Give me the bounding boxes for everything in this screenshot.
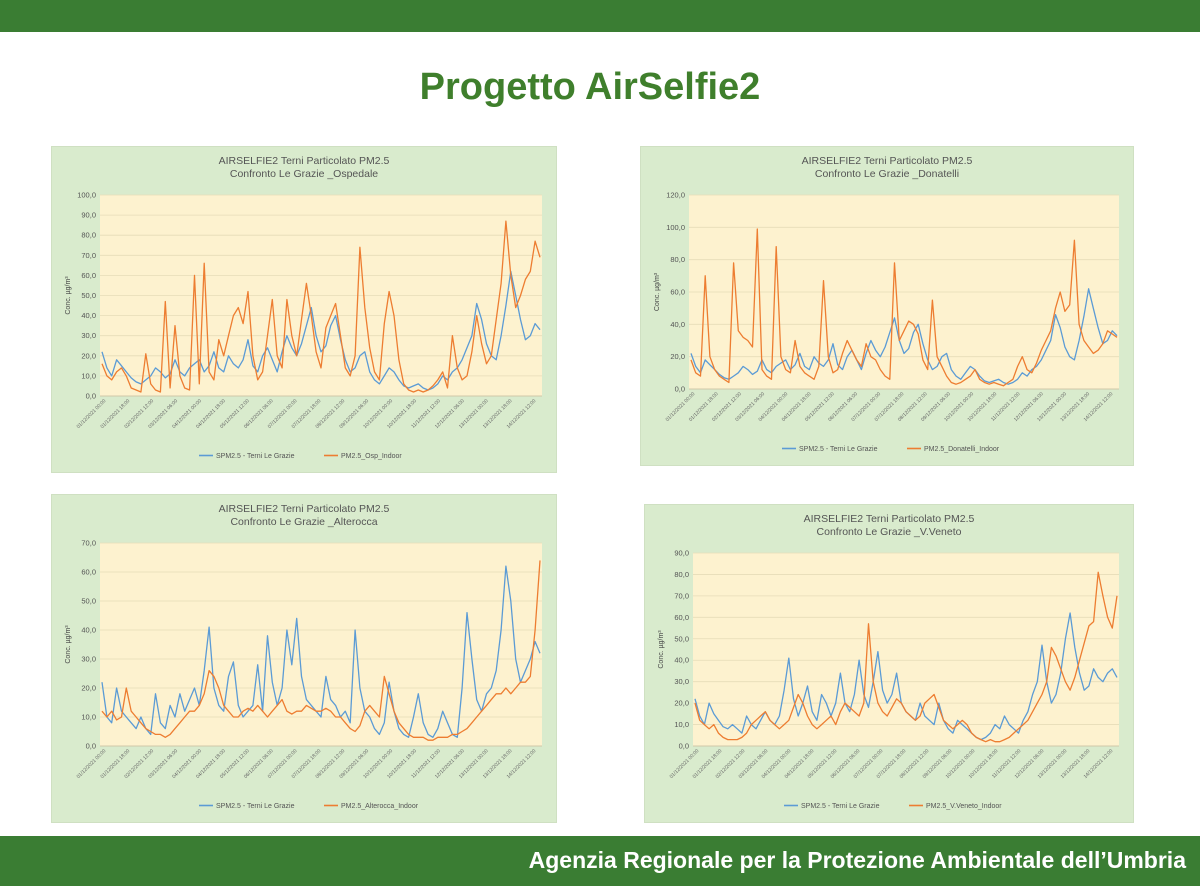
chart-vveneto: AIRSELFIE2 Terni Particolato PM2.5Confro…	[658, 513, 1119, 810]
legend-entry: PM2.5_V.Veneto_Indoor	[926, 803, 1002, 810]
legend-entry: SPM2.5 - Terni Le Grazie	[216, 453, 295, 460]
footer-agency-name: Agenzia Regionale per la Protezione Ambi…	[528, 847, 1186, 873]
chart-title-line: Confronto Le Grazie _Alterocca	[230, 516, 377, 528]
y-tick-label: 0,0	[679, 742, 689, 751]
y-tick-label: 80,0	[81, 231, 96, 240]
series-line-1	[101, 560, 541, 741]
y-tick-label: 80,0	[670, 255, 685, 264]
y-tick-label: 0,0	[675, 385, 685, 394]
y-tick-label: 90,0	[674, 549, 689, 558]
top-banner	[0, 0, 1200, 32]
chart-alterocca: AIRSELFIE2 Terni Particolato PM2.5Confro…	[65, 503, 542, 810]
y-tick-label: 70,0	[81, 539, 96, 548]
legend-entry: PM2.5_Osp_Indoor	[341, 453, 402, 460]
chart-title-line: Confronto Le Grazie _Ospedale	[230, 168, 378, 180]
y-tick-label: 40,0	[81, 626, 96, 635]
y-tick-label: 20,0	[81, 684, 96, 693]
y-tick-label: 60,0	[81, 568, 96, 577]
series-line-0	[101, 270, 541, 391]
legend-entry: SPM2.5 - Terni Le Grazie	[216, 803, 295, 810]
y-tick-label: 20,0	[81, 351, 96, 360]
chart-donatelli: AIRSELFIE2 Terni Particolato PM2.5Confro…	[654, 155, 1119, 453]
y-tick-label: 50,0	[674, 634, 689, 643]
y-tick-label: 80,0	[674, 570, 689, 579]
y-tick-label: 20,0	[670, 352, 685, 361]
chart-title-line: AIRSELFIE2 Terni Particolato PM2.5	[219, 155, 390, 167]
y-tick-label: 100,0	[666, 223, 685, 232]
chart-title-line: Confronto Le Grazie _V.Veneto	[817, 526, 962, 538]
y-tick-label: 30,0	[674, 677, 689, 686]
legend-entry: PM2.5_Donatelli_Indoor	[924, 446, 1000, 453]
legend-entry: SPM2.5 - Terni Le Grazie	[801, 803, 880, 810]
y-tick-label: 40,0	[674, 656, 689, 665]
chart-panel-donatelli: AIRSELFIE2 Terni Particolato PM2.5 Confro…	[640, 146, 1134, 466]
y-tick-label: 0,0	[86, 392, 96, 401]
series-line-1	[694, 571, 1118, 743]
y-tick-label: 60,0	[674, 613, 689, 622]
y-tick-label: 10,0	[81, 371, 96, 380]
y-tick-label: 0,0	[86, 742, 96, 751]
y-tick-label: 100,0	[77, 191, 96, 200]
chart-panel-ospedale: AIRSELFIE2 Terni Particolato PM2.5 Confro…	[51, 146, 557, 473]
footer-banner: Agenzia Regionale per la Protezione Ambi…	[0, 836, 1200, 886]
y-tick-label: 120,0	[666, 191, 685, 200]
plot-area	[693, 553, 1119, 746]
y-axis-label: Conc. µg/m³	[65, 276, 72, 315]
chart-ospedale: AIRSELFIE2 Terni Particolato PM2.5Confro…	[65, 155, 542, 460]
y-tick-label: 50,0	[81, 291, 96, 300]
y-axis-label: Conc. µg/m³	[658, 630, 665, 669]
y-tick-label: 30,0	[81, 331, 96, 340]
series-line-0	[101, 565, 541, 738]
chart-title-line: AIRSELFIE2 Terni Particolato PM2.5	[802, 155, 973, 167]
chart-title-line: Confronto Le Grazie _Donatelli	[815, 168, 959, 180]
y-tick-label: 70,0	[674, 591, 689, 600]
chart-panel-alterocca: AIRSELFIE2 Terni Particolato PM2.5 Confro…	[51, 494, 557, 823]
y-tick-label: 30,0	[81, 655, 96, 664]
y-tick-label: 70,0	[81, 251, 96, 260]
legend-entry: PM2.5_Alterocca_Indoor	[341, 803, 419, 810]
chart-title-line: AIRSELFIE2 Terni Particolato PM2.5	[219, 503, 390, 515]
y-axis-label: Conc. µg/m³	[654, 272, 661, 311]
y-axis-label: Conc. µg/m³	[65, 625, 72, 664]
y-tick-label: 20,0	[674, 699, 689, 708]
y-tick-label: 60,0	[670, 288, 685, 297]
slide-title: Progetto AirSelfie2	[419, 66, 761, 108]
legend-entry: SPM2.5 - Terni Le Grazie	[799, 446, 878, 453]
y-tick-label: 90,0	[81, 211, 96, 220]
chart-panel-vveneto: AIRSELFIE2 Terni Particolato PM2.5 Confro…	[644, 504, 1134, 823]
y-tick-label: 10,0	[81, 713, 96, 722]
y-tick-label: 40,0	[81, 311, 96, 320]
y-tick-label: 50,0	[81, 597, 96, 606]
chart-title-line: AIRSELFIE2 Terni Particolato PM2.5	[804, 513, 975, 525]
y-tick-label: 40,0	[670, 320, 685, 329]
series-line-1	[101, 220, 541, 393]
y-tick-label: 10,0	[674, 720, 689, 729]
series-line-1	[690, 228, 1118, 387]
y-tick-label: 60,0	[81, 271, 96, 280]
